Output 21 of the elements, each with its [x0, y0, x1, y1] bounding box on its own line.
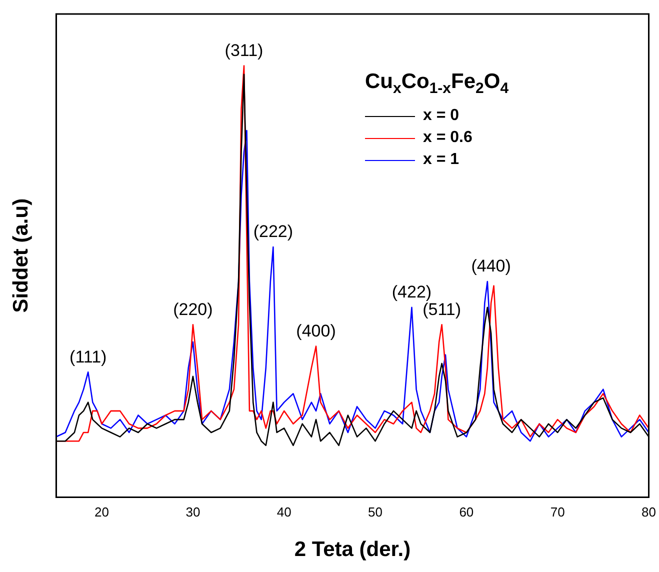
annotation: (440) — [471, 256, 511, 276]
legend-label: x = 1 — [423, 151, 460, 170]
legend-label: x = 0 — [423, 107, 460, 126]
annotation: (220) — [173, 300, 213, 319]
x-axis-title: 2 Teta (der.) — [294, 538, 411, 562]
annotation: (311) — [224, 40, 264, 60]
x-tick-label: 50 — [368, 504, 383, 520]
legend-label: x = 0.6 — [423, 129, 472, 148]
x-tick-label: 60 — [459, 504, 474, 520]
annotation: (222) — [253, 222, 294, 242]
x-tick-label: 40 — [276, 504, 292, 520]
annotation: (400) — [296, 321, 336, 340]
legend-title: Cu$_{x}$Co$_{1-x}$Fe$_{2}$O$_{4}$ — [365, 70, 509, 98]
x-tick-label: 80 — [642, 504, 656, 520]
annotation: (422) — [392, 282, 432, 302]
annotation: (511) — [422, 300, 462, 319]
x-tick-label: 20 — [94, 504, 110, 520]
y-axis-title: Siddet (a.u) — [9, 198, 32, 313]
x-tick-label: 70 — [550, 504, 565, 520]
annotation: (111) — [70, 347, 107, 366]
x-tick-label: 30 — [186, 504, 200, 520]
